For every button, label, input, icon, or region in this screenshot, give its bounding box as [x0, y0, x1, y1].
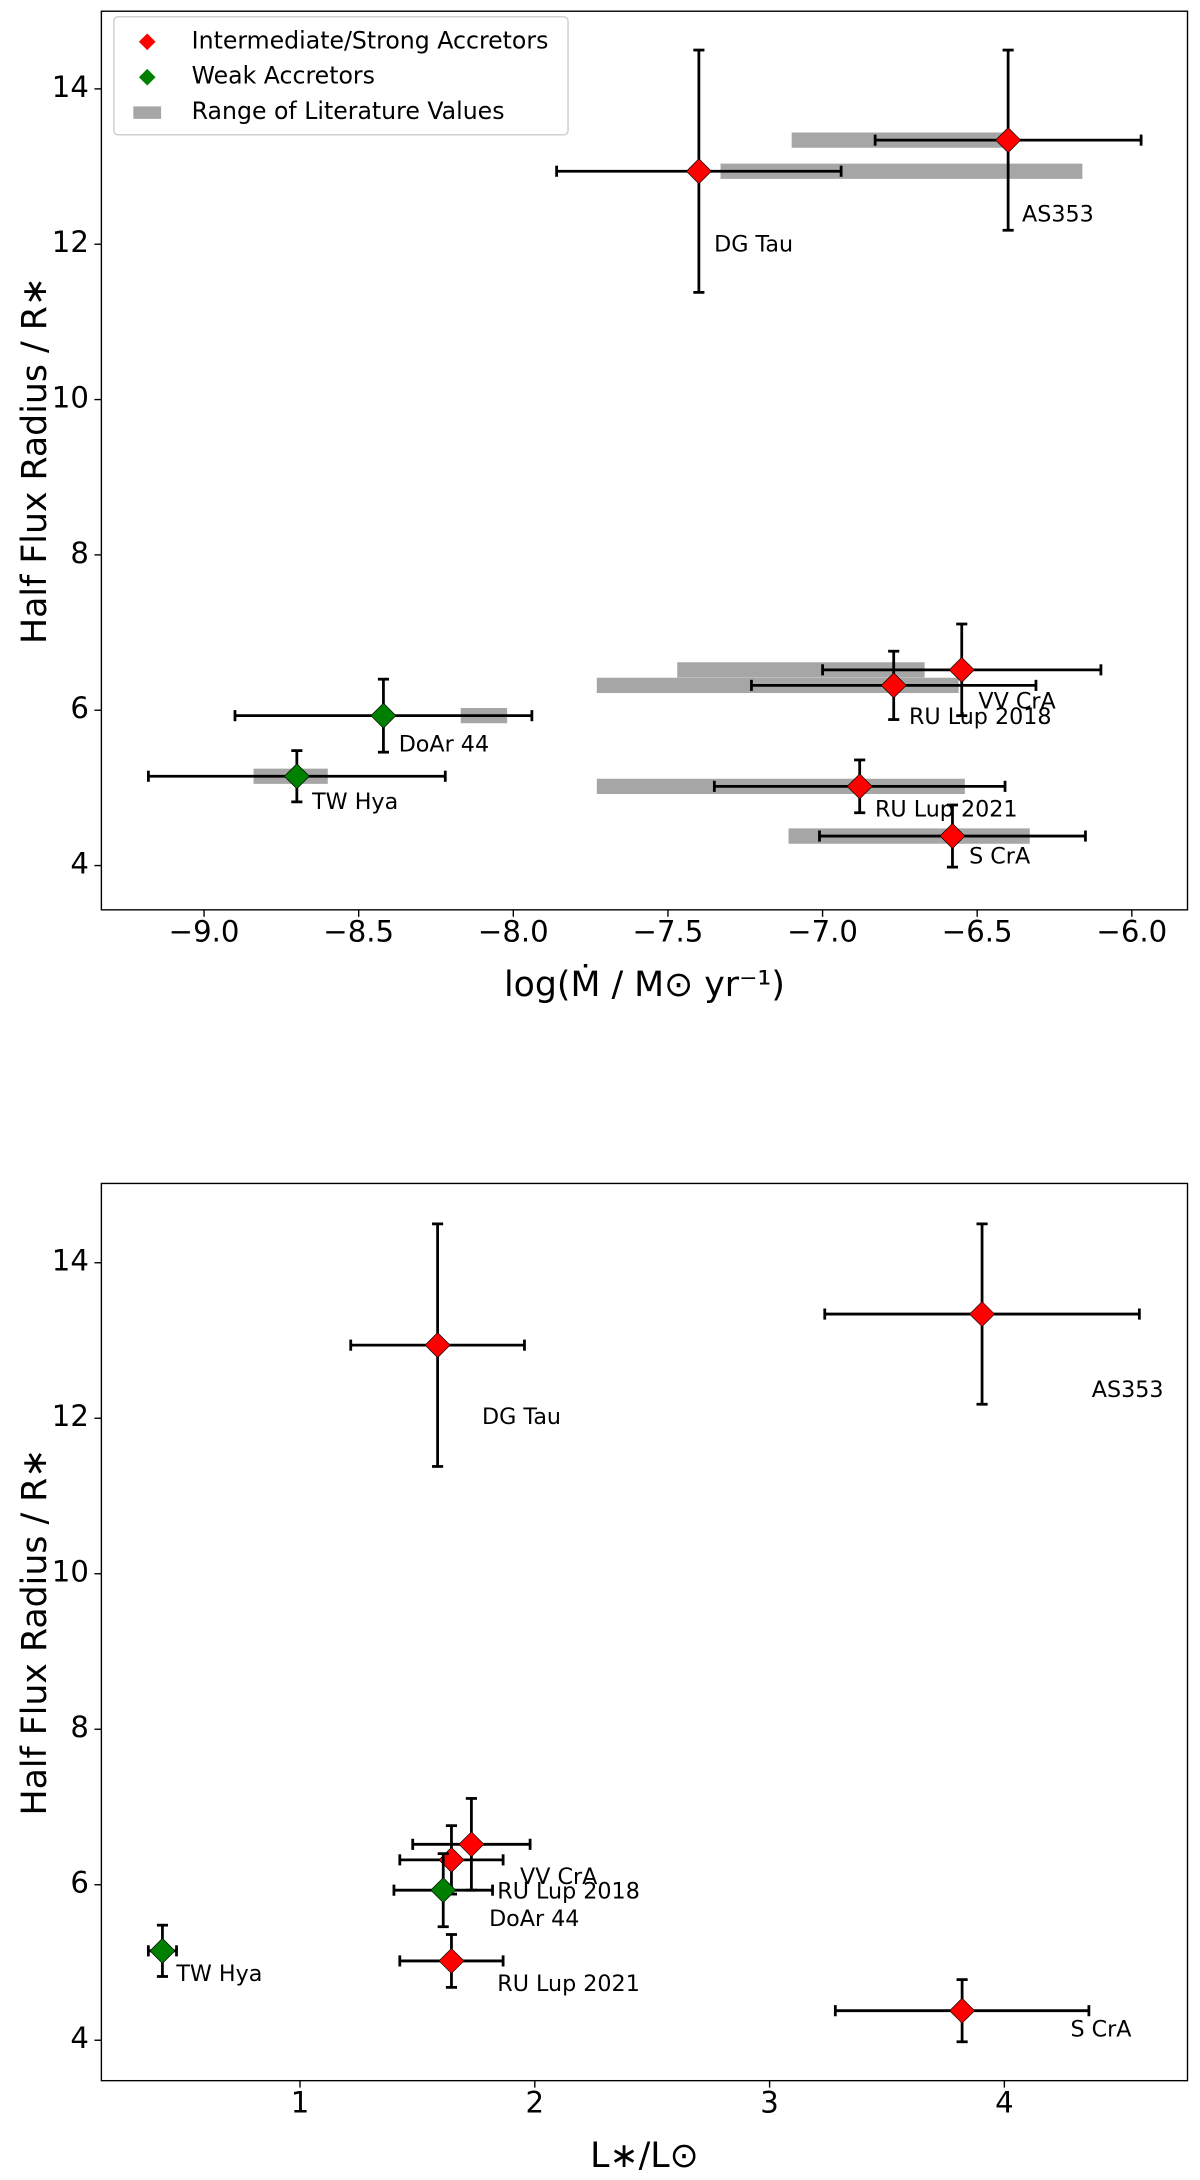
marker [438, 1947, 465, 1974]
marker [430, 1877, 457, 1904]
point-label: RU Lup 2018 [909, 704, 1052, 730]
marker [458, 1831, 485, 1858]
legend-marker [138, 33, 156, 51]
y-tick-label: 4 [70, 847, 89, 881]
marker [969, 1301, 996, 1328]
point-label: DoAr 44 [489, 1906, 579, 1932]
y-tick-label: 14 [52, 70, 89, 104]
marker [880, 672, 907, 699]
legend-label: Weak Accretors [192, 62, 375, 90]
point-label: AS353 [1022, 202, 1094, 228]
y-axis-label: Half Flux Radius / R∗ [15, 1449, 55, 1816]
point-label: RU Lup 2021 [875, 796, 1018, 822]
x-tick-label: −6.0 [1096, 914, 1167, 948]
marker [948, 656, 975, 683]
x-tick-label: −6.5 [942, 914, 1013, 948]
point-label: S CrA [1070, 2017, 1132, 2043]
x-tick-label: 1 [291, 2085, 310, 2119]
x-tick-label: −8.5 [323, 914, 394, 948]
marker [939, 823, 966, 850]
y-tick-label: 6 [70, 1866, 89, 1900]
x-tick-label: −7.5 [633, 914, 704, 948]
legend-box [113, 16, 569, 136]
y-tick-label: 6 [70, 691, 89, 725]
legend: Intermediate/Strong Accretors Weak Accret… [113, 16, 569, 136]
marker [283, 763, 310, 790]
marker [846, 773, 873, 800]
legend-label: Intermediate/Strong Accretors [192, 26, 549, 54]
x-tick-label: −9.0 [169, 914, 240, 948]
marker [685, 158, 712, 185]
y-tick-label: 8 [70, 1710, 89, 1744]
x-tick-label: 2 [526, 2085, 545, 2119]
x-tick-label: 3 [760, 2085, 779, 2119]
x-axis-label: L∗/L⊙ [590, 2136, 699, 2176]
plot-frame [100, 1182, 1189, 2082]
y-tick-label: 12 [52, 1399, 89, 1433]
point-label: DG Tau [714, 231, 793, 257]
y-axis-label: Half Flux Radius / R∗ [15, 277, 55, 644]
marker [370, 702, 397, 729]
point-label: TW Hya [311, 789, 398, 815]
chart: −9.0 −8.5 −8.0 −7.5 −7.0 −6.5 −6.0 4 6 8 10 12 14 log… [15, 10, 1189, 1005]
marker [995, 127, 1022, 154]
x-tick-label: −8.0 [478, 914, 549, 948]
y-tick-label: 10 [52, 381, 89, 415]
marker [949, 1997, 976, 2024]
point-label: S CrA [969, 843, 1031, 869]
point-label: VV CrA [978, 688, 1056, 714]
marker [424, 1332, 451, 1359]
point-label: TW Hya [175, 1961, 262, 1987]
y-tick-label: 10 [52, 1555, 89, 1589]
point-label: RU Lup 2021 [497, 1971, 640, 1997]
y-tick-label: 12 [52, 225, 89, 259]
point-label: VV CrA [520, 1864, 598, 1890]
point-label: AS353 [1092, 1377, 1164, 1403]
x-tick-label: −7.0 [787, 914, 858, 948]
point-label: RU Lup 2018 [497, 1878, 640, 1904]
point-label: DG Tau [482, 1404, 561, 1430]
x-axis-label: log(Ṁ / M⊙ yr⁻¹) [504, 963, 785, 1005]
plot-frame [100, 10, 1189, 911]
legend-label: Range of Literature Values [192, 97, 505, 125]
y-tick-label: 4 [70, 2021, 89, 2055]
x-tick-label: 4 [995, 2085, 1014, 2119]
marker [149, 1937, 176, 1964]
point-label: DoAr 44 [399, 731, 489, 757]
y-tick-label: 8 [70, 536, 89, 570]
y-tick-label: 14 [52, 1244, 89, 1278]
